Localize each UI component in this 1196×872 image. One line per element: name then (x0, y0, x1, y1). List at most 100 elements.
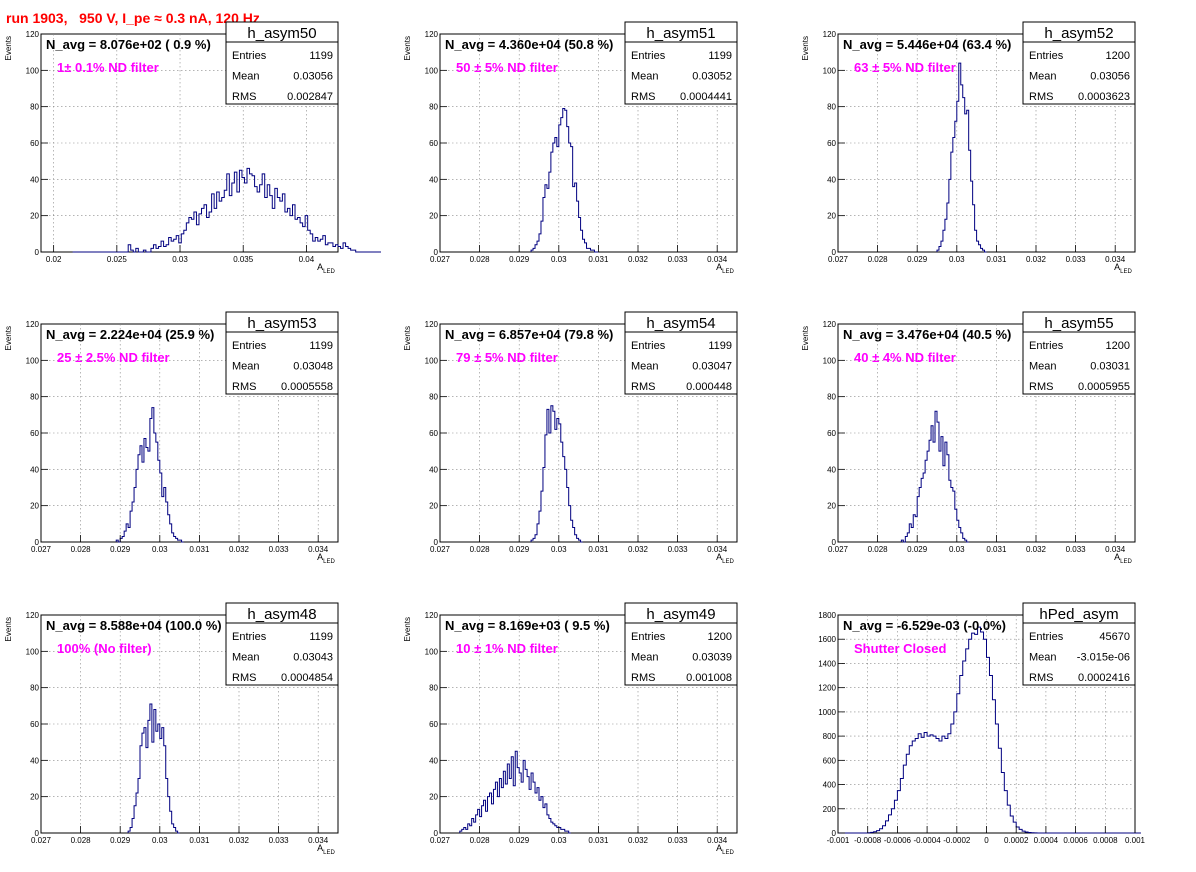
x-tick-label: 0.029 (110, 836, 131, 845)
stat-label: Mean (232, 71, 260, 83)
y-tick-label: 0 (434, 538, 439, 547)
histogram-bars (72, 167, 381, 253)
x-tick-label: 0.0006 (1063, 836, 1088, 845)
x-tick-label: 0.034 (1105, 255, 1126, 264)
x-tick-label: 0.031 (588, 836, 609, 845)
x-tick-label: 0 (984, 836, 989, 845)
stat-value: 0.0004441 (680, 91, 732, 103)
stat-value: 0.0004854 (281, 672, 333, 684)
y-tick-label: 200 (823, 805, 837, 814)
y-tick-label: 0 (832, 248, 837, 257)
y-axis-label: Events (801, 326, 810, 350)
y-tick-label: 120 (425, 30, 439, 39)
x-tick-label: 0.035 (233, 255, 254, 264)
stats-box-frame (225, 311, 339, 395)
x-tick-label: 0.029 (509, 545, 530, 554)
filter-annotation: 50 ± 5% ND filter (456, 60, 558, 75)
panel-h_asym49: 0 20 40 60 80 100 120 0.027 0.028 0.029 0.03 0.031 0… (403, 602, 738, 856)
y-tick-label: 100 (425, 356, 439, 365)
stat-value: 0.03039 (692, 652, 732, 664)
stat-label: RMS (1029, 672, 1053, 684)
histogram-name: h_asym51 (646, 25, 715, 42)
y-tick-label: 120 (823, 320, 837, 329)
x-tick-label: 0.03 (949, 545, 965, 554)
x-tick-label: 0.03 (551, 836, 567, 845)
x-tick-label: 0.033 (269, 836, 290, 845)
stat-label: Mean (631, 71, 659, 83)
stat-value: 0.0003623 (1078, 91, 1130, 103)
stat-value: 1199 (309, 340, 333, 352)
x-tick-label: 0.027 (828, 545, 849, 554)
navg-text: N_avg = 2.224e+04 (25.9 %) (46, 327, 214, 342)
stats-box: h_asym53 Entries 1199 Mean 0.03048 RMS 0.00055… (225, 311, 339, 395)
stat-value: 1199 (708, 50, 732, 62)
y-tick-label: 1600 (818, 635, 836, 644)
navg-text: N_avg = 4.360e+04 (50.8 %) (445, 37, 613, 52)
y-tick-label: 800 (823, 732, 837, 741)
x-tick-label: 0.033 (668, 255, 689, 264)
histogram-name: h_asym49 (646, 606, 715, 623)
x-tick-label: 0.027 (430, 545, 451, 554)
x-tick-label: 0.025 (107, 255, 128, 264)
x-tick-label: 0.034 (1105, 545, 1126, 554)
y-tick-label: 60 (827, 139, 836, 148)
x-tick-label: 0.031 (986, 545, 1007, 554)
stat-label: Entries (631, 50, 666, 62)
y-tick-label: 1800 (818, 611, 836, 620)
stat-value: 1200 (1106, 50, 1130, 62)
x-tick-label: 0.029 (509, 836, 530, 845)
y-axis-label: Events (403, 36, 412, 60)
stats-box: h_asym49 Entries 1200 Mean 0.03039 RMS 0.00100… (624, 602, 738, 686)
stat-value: 1199 (708, 340, 732, 352)
x-tick-label: -0.001 (827, 836, 850, 845)
y-tick-label: 60 (30, 139, 39, 148)
stat-label: Entries (232, 50, 267, 62)
y-tick-label: 40 (429, 465, 438, 474)
stat-value: 1200 (1106, 340, 1130, 352)
histogram-name: h_asym48 (247, 606, 316, 623)
x-tick-label: 0.03 (949, 255, 965, 264)
histogram-name: hPed_asym (1039, 606, 1118, 623)
y-axis-label: Events (403, 326, 412, 350)
x-tick-label: 0.027 (430, 255, 451, 264)
stat-value: 0.0002416 (1078, 672, 1130, 684)
y-tick-label: 100 (425, 66, 439, 75)
panel-h_asym54: 0 20 40 60 80 100 120 0.027 0.028 0.029 0.03 0.031 0… (403, 311, 738, 565)
stat-value: 0.03052 (692, 71, 732, 83)
histogram-name: h_asym55 (1044, 315, 1113, 332)
filter-annotation: 40 ± 4% ND filter (854, 350, 956, 365)
x-tick-label: 0.03 (152, 836, 168, 845)
y-tick-label: 120 (26, 611, 40, 620)
x-tick-label: 0.032 (1026, 545, 1047, 554)
panel-h_asym55: 0 20 40 60 80 100 120 0.027 0.028 0.029 0.03 0.031 0… (801, 311, 1136, 565)
y-tick-label: 80 (429, 684, 438, 693)
filter-annotation: 25 ± 2.5% ND filter (57, 350, 170, 365)
panel-h_asym53: 0 20 40 60 80 100 120 0.027 0.028 0.029 0.03 0.031 0… (4, 311, 339, 565)
y-tick-label: 40 (429, 756, 438, 765)
stat-value: 0.03031 (1090, 361, 1130, 373)
stat-label: Entries (1029, 340, 1064, 352)
stat-label: RMS (631, 381, 655, 393)
x-tick-label: 0.001 (1125, 836, 1146, 845)
y-tick-label: 20 (429, 502, 438, 511)
x-tick-label: 0.028 (470, 255, 491, 264)
stat-value: 0.03043 (293, 652, 333, 664)
stat-value: 45670 (1099, 631, 1130, 643)
stat-value: 0.03048 (293, 361, 333, 373)
y-tick-label: 60 (827, 429, 836, 438)
y-tick-label: 20 (827, 212, 836, 221)
x-tick-label: 0.033 (269, 545, 290, 554)
x-tick-label: 0.032 (229, 836, 250, 845)
x-tick-label: 0.034 (308, 836, 329, 845)
navg-text: N_avg = 8.169e+03 ( 9.5 %) (445, 618, 610, 633)
x-tick-label: 0.034 (308, 545, 329, 554)
navg-text: N_avg = 8.588e+04 (100.0 %) (46, 618, 222, 633)
x-tick-label: -0.0008 (854, 836, 882, 845)
panel-hPed_asym: 020040060080010001200140016001800-0.001-… (818, 602, 1146, 845)
stat-label: Mean (232, 652, 260, 664)
stat-label: Mean (631, 361, 659, 373)
filter-annotation: 1± 0.1% ND filter (57, 60, 159, 75)
x-tick-label: -0.0004 (914, 836, 942, 845)
stats-box: h_asym52 Entries 1200 Mean 0.03056 RMS 0.00036… (1022, 21, 1136, 105)
